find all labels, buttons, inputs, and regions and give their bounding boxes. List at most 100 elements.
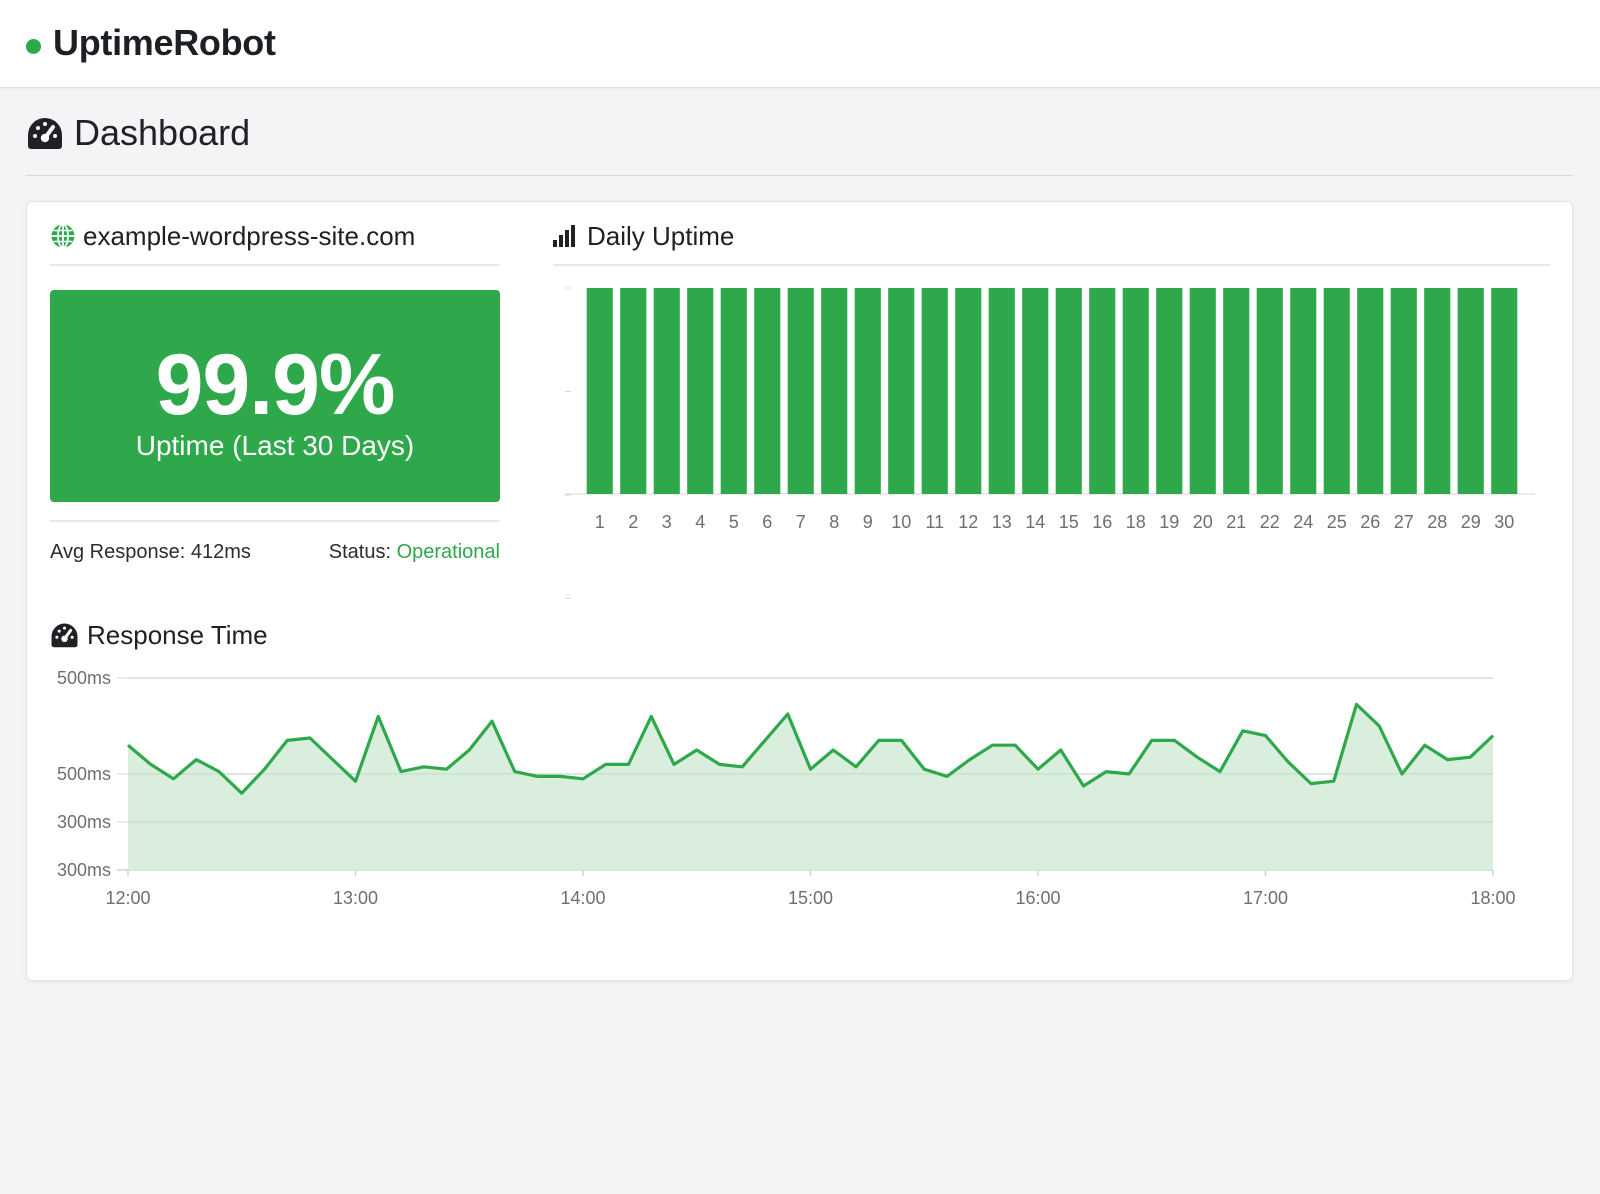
x-tick-label: 13 <box>992 512 1012 532</box>
uptime-bar[interactable] <box>720 288 747 494</box>
y-tick-label: 500ms <box>57 764 111 784</box>
x-tick-label: 14:00 <box>560 888 605 908</box>
x-tick-label: 1 <box>595 512 605 532</box>
page-header: Dashboard <box>26 110 250 156</box>
bar-chart-icon <box>553 225 575 247</box>
uptime-bar[interactable] <box>1122 288 1149 494</box>
uptime-bar[interactable] <box>754 288 781 494</box>
site-header[interactable]: example-wordpress-site.com <box>50 219 415 253</box>
uptime-bar[interactable] <box>1491 288 1518 494</box>
x-tick-label: 4 <box>695 512 705 532</box>
uptime-bar[interactable] <box>854 288 881 494</box>
x-tick-label: 25 <box>1327 512 1347 532</box>
uptime-bar[interactable] <box>1357 288 1384 494</box>
avg-response-value: 412ms <box>190 541 251 563</box>
x-tick-label: 27 <box>1394 512 1414 532</box>
x-tick-label: 18:00 <box>1470 888 1515 908</box>
x-tick-label: 17:00 <box>1243 888 1288 908</box>
uptime-bar[interactable] <box>1323 288 1350 494</box>
uptime-caption: Uptime (Last 30 Days) <box>135 430 415 461</box>
y-tick-label: 500ms <box>57 668 111 688</box>
daily-uptime-header: Daily Uptime <box>553 219 734 253</box>
y-tick-label: 300ms <box>57 860 111 880</box>
status-label: Status: <box>328 541 392 563</box>
uptime-summary: 99.9% Uptime (Last 30 Days) <box>50 290 500 502</box>
x-tick-label: 24 <box>1293 512 1313 532</box>
x-tick-label: 18 <box>1126 512 1146 532</box>
uptime-bar[interactable] <box>1022 288 1049 494</box>
response-time-header: Response Time <box>50 618 268 652</box>
uptime-bar[interactable] <box>653 288 680 494</box>
avg-response-label: Avg Response: <box>50 541 186 563</box>
x-tick-label: 3 <box>662 512 672 532</box>
uptime-bar[interactable] <box>1189 288 1216 494</box>
site-header-divider <box>50 264 500 266</box>
uptime-bar[interactable] <box>1390 288 1417 494</box>
top-bar: UptimeRobot <box>0 0 1600 88</box>
uptime-bar[interactable] <box>1223 288 1250 494</box>
uptime-bar[interactable] <box>1290 288 1317 494</box>
daily-uptime-chart: 1 2 3 4 5 6 7 8 9 10 11 12 13 14 15 16 18 19 20 21 22 24 25 26 2… <box>565 287 1535 599</box>
status: Status: Operational <box>329 541 500 564</box>
x-tick-label: 16 <box>1092 512 1112 532</box>
x-tick-label: 6 <box>762 512 772 532</box>
x-tick-label: 11 <box>925 512 944 532</box>
uptime-bar[interactable] <box>955 288 982 494</box>
x-tick-label: 8 <box>829 512 839 532</box>
x-tick-label: 26 <box>1360 512 1380 532</box>
uptime-bar[interactable] <box>1256 288 1283 494</box>
stats-row: Avg Response: 412ms Status: Operational <box>50 537 500 567</box>
uptime-bar[interactable] <box>1055 288 1082 494</box>
x-tick-label: 13:00 <box>333 888 378 908</box>
x-tick-label: 29 <box>1461 512 1481 532</box>
uptime-bar[interactable] <box>988 288 1015 494</box>
x-tick-label: 28 <box>1427 512 1447 532</box>
status-dot-icon <box>26 38 41 54</box>
x-tick-label: 16:00 <box>1015 888 1060 908</box>
site-name: example-wordpress-site.com <box>83 220 416 251</box>
response-time-chart: 300ms 300ms 500ms 500ms 12:00 13:00 14:00 15:00… <box>57 668 1516 908</box>
globe-icon <box>51 223 75 249</box>
page-title: Dashboard <box>74 112 251 153</box>
uptime-bar[interactable] <box>620 288 647 494</box>
gauge-icon <box>51 623 78 648</box>
brand-name: UptimeRobot <box>53 22 276 63</box>
uptime-bar[interactable] <box>1156 288 1183 494</box>
page-divider <box>26 175 1573 176</box>
daily-uptime-title: Daily Uptime <box>587 220 735 251</box>
x-tick-label: 15 <box>1059 512 1079 532</box>
response-area <box>128 704 1493 870</box>
uptime-bar[interactable] <box>687 288 714 494</box>
response-time-title: Response Time <box>87 619 268 650</box>
uptime-bar[interactable] <box>586 288 613 494</box>
monitor-card: example-wordpress-site.com 99.9% Uptime … <box>26 201 1573 981</box>
avg-response: Avg Response: 412ms <box>50 541 251 564</box>
x-tick-label: 9 <box>863 512 873 532</box>
x-tick-label: 2 <box>628 512 638 532</box>
y-tick-label: 300ms <box>57 812 111 832</box>
daily-uptime-divider <box>553 264 1550 266</box>
stats-divider <box>50 520 500 522</box>
x-tick-label: 12 <box>958 512 978 532</box>
x-tick-label: 20 <box>1193 512 1213 532</box>
gauge-icon <box>28 118 62 149</box>
x-tick-label: 30 <box>1494 512 1514 532</box>
uptime-bar[interactable] <box>1089 288 1116 494</box>
x-tick-label: 10 <box>891 512 911 532</box>
uptime-bar[interactable] <box>888 288 915 494</box>
response-line[interactable] <box>126 702 1495 795</box>
x-tick-label: 21 <box>1226 512 1246 532</box>
uptime-bar[interactable] <box>821 288 848 494</box>
x-tick-label: 22 <box>1260 512 1280 532</box>
uptime-percentage: 99.9% <box>155 337 396 433</box>
uptime-bar[interactable] <box>787 288 814 494</box>
status-value: Operational <box>396 541 500 563</box>
brand-logo[interactable]: UptimeRobot <box>26 20 276 66</box>
x-tick-label: 14 <box>1025 512 1045 532</box>
x-tick-label: 7 <box>796 512 806 532</box>
uptime-bar[interactable] <box>1424 288 1451 494</box>
uptime-bar[interactable] <box>1457 288 1484 494</box>
x-tick-label: 5 <box>729 512 739 532</box>
uptime-bar[interactable] <box>921 288 948 494</box>
x-tick-label: 15:00 <box>788 888 833 908</box>
